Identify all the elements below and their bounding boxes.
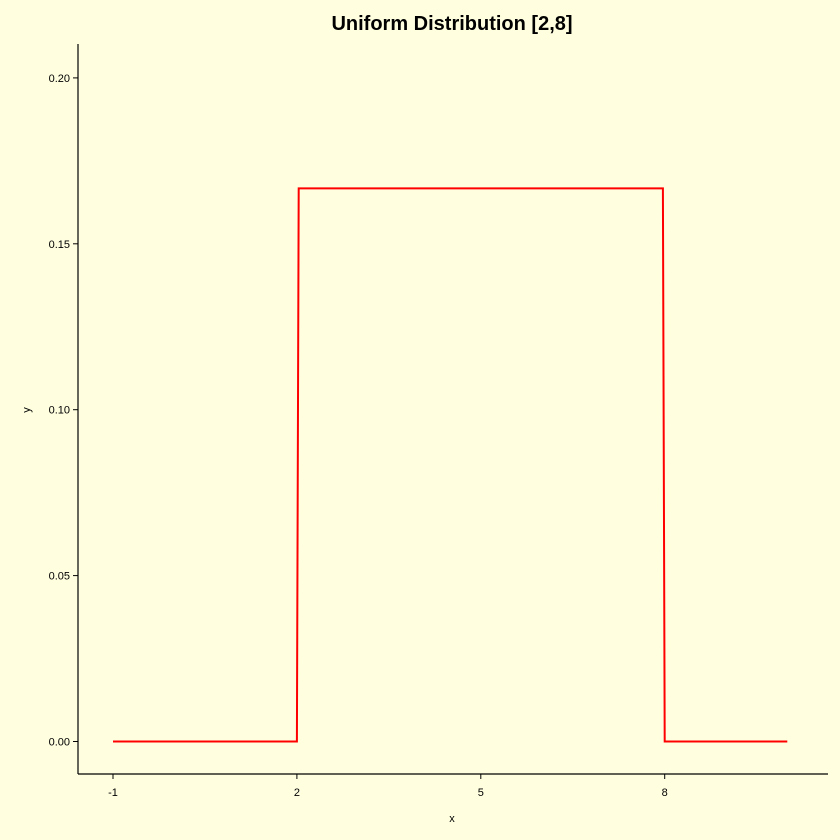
x-axis-ticks: -1 2 5 8: [108, 774, 668, 799]
x-tick-label: -1: [108, 787, 118, 799]
y-tick-label: 0.05: [49, 571, 70, 583]
x-tick-label: 8: [662, 787, 668, 799]
y-tick-label: 0.00: [49, 737, 70, 749]
y-tick-label: 0.10: [49, 405, 70, 417]
series-layer: [113, 187, 788, 743]
x-axis-label: x: [449, 813, 455, 825]
x-tick-label: 5: [478, 787, 484, 799]
y-axis-ticks: 0.00 0.05 0.10 0.15 0.20: [49, 73, 78, 749]
x-tick-label: 2: [294, 787, 300, 799]
y-axis-label: y: [21, 407, 33, 413]
density-line: [113, 187, 788, 743]
chart-title: Uniform Distribution [2,8]: [331, 13, 572, 35]
y-tick-label: 0.20: [49, 73, 70, 85]
y-tick-label: 0.15: [49, 239, 70, 251]
